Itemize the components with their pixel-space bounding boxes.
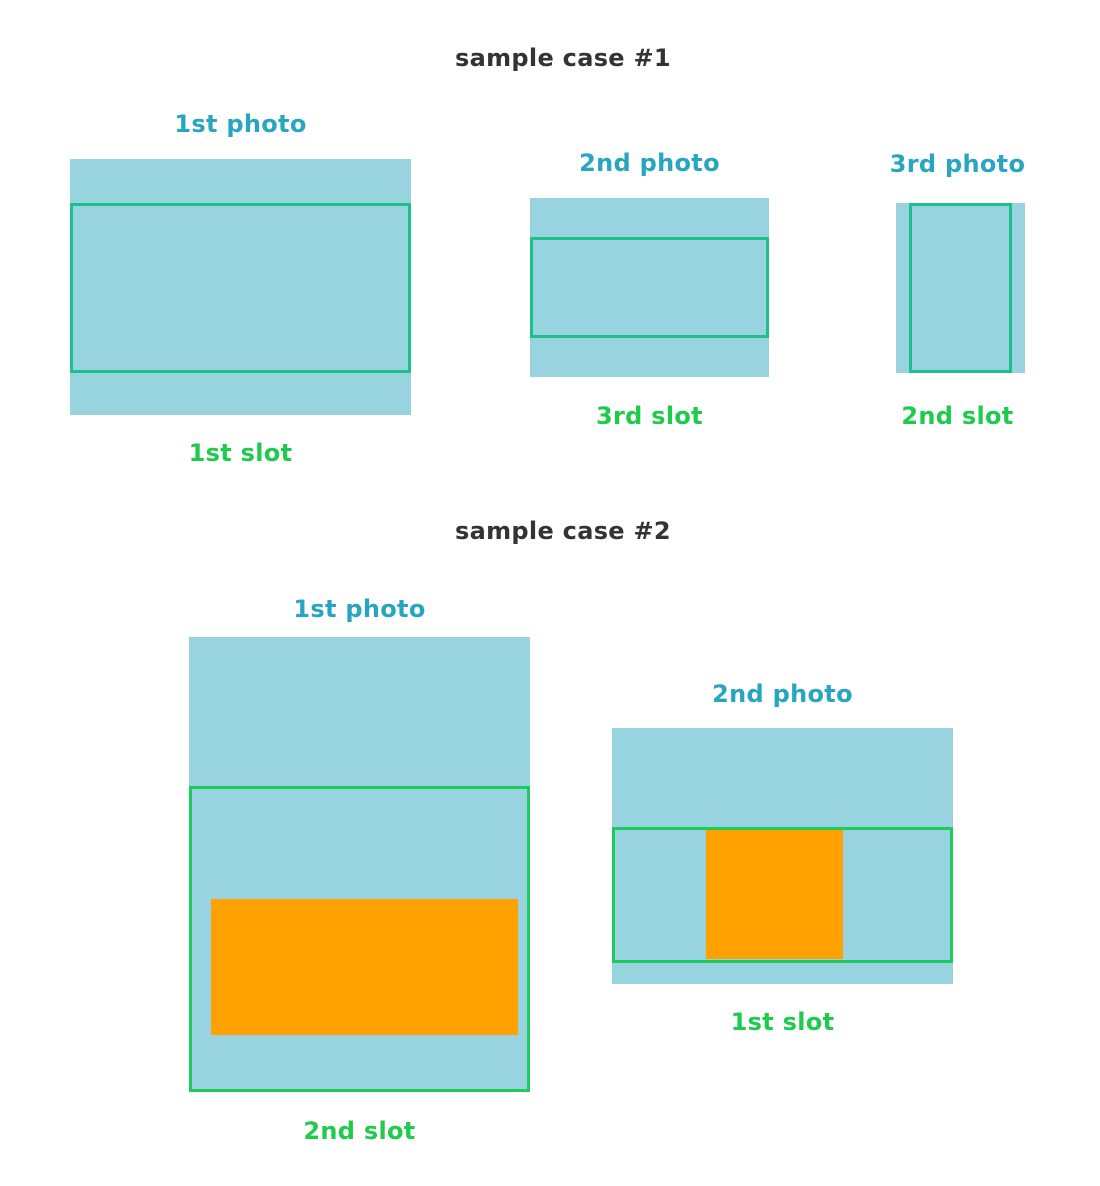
case2-photo2-label: 2nd photo: [712, 680, 853, 708]
case1-photo2-label: 2nd photo: [579, 149, 720, 177]
case1-photo3-slot-frame: [909, 203, 1012, 373]
case1-photo1-slot-frame: [70, 203, 411, 373]
case1-photo3-label: 3rd photo: [889, 150, 1026, 178]
case1-photo1-slot-label: 1st slot: [188, 439, 293, 467]
case1-photo1-label: 1st photo: [174, 110, 307, 138]
case1-photo2-slot-frame: [530, 237, 769, 338]
case2-photo1-slot-label: 2nd slot: [303, 1117, 416, 1145]
case1-photo2-slot-label: 3rd slot: [596, 402, 703, 430]
case2-photo2-object: [706, 830, 843, 959]
case2-photo1-slot-frame: [189, 786, 530, 1092]
case1-photo2: [530, 198, 769, 377]
case2-photo1-label: 1st photo: [293, 595, 426, 623]
case1-photo3-slot-label: 2nd slot: [901, 402, 1014, 430]
case2-photo2-slot-label: 1st slot: [730, 1008, 835, 1036]
case2-photo2-slot-frame: [612, 827, 953, 963]
case2-photo1-object: [211, 899, 518, 1035]
case1-title: sample case #1: [455, 44, 671, 72]
case1-photo3: [896, 203, 1025, 373]
case2-title: sample case #2: [455, 517, 671, 545]
